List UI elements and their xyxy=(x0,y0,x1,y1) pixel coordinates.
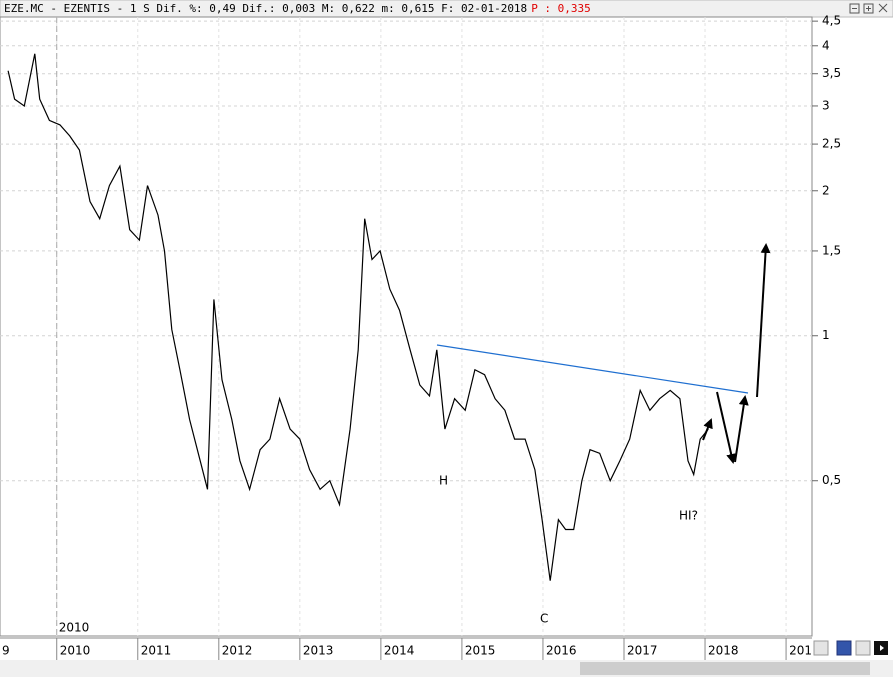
arrow xyxy=(734,395,749,463)
x-tick-label: 2010 xyxy=(60,644,91,658)
y-tick-label: 3,5 xyxy=(822,66,841,80)
x-tick-label: 2015 xyxy=(465,644,496,658)
scrollbar-thumb[interactable] xyxy=(580,662,870,675)
x-tick-label: 2014 xyxy=(384,644,415,658)
x-tick-label: 2012 xyxy=(222,644,253,658)
annotation: C xyxy=(540,612,548,626)
y-tick-label: 2,5 xyxy=(822,137,841,151)
plot-area: H C HI? 2010 xyxy=(7,53,771,635)
x-tick-label: 2018 xyxy=(708,644,739,658)
arrow xyxy=(716,391,737,464)
price-line xyxy=(7,53,709,581)
window-buttons[interactable] xyxy=(849,3,888,14)
price-label: P : 0,335 xyxy=(531,2,591,15)
chart-title: EZE.MC - EZENTIS - 1 S Dif. %: 0,49 Dif.… xyxy=(4,2,527,15)
annotation: H xyxy=(439,474,448,488)
annotation: HI? xyxy=(679,509,698,523)
x-tick-label: 9 xyxy=(2,644,10,658)
x-tick-label: 2016 xyxy=(546,644,577,658)
x-tick-label: 2017 xyxy=(627,644,658,658)
y-tick-label: 1 xyxy=(822,328,830,342)
toolbar-icons[interactable] xyxy=(813,640,888,656)
x-tick-label: 201 xyxy=(789,644,812,658)
y-tick-label: 2 xyxy=(822,183,830,197)
period-marker-label: 2010 xyxy=(59,621,90,635)
y-tick-label: 4,5 xyxy=(822,14,841,28)
y-tick-label: 4 xyxy=(822,38,830,52)
grid xyxy=(0,17,812,636)
x-tick-label: 2013 xyxy=(303,644,334,658)
x-tick-label: 2011 xyxy=(141,644,172,658)
y-tick-label: 0,5 xyxy=(822,473,841,487)
plot-border xyxy=(0,16,813,637)
x-axis: 9 2010 2011 2012 2013 2014 2015 2016 2017 2018 201 xyxy=(2,638,812,660)
trend-line xyxy=(436,344,749,394)
y-tick-label: 3 xyxy=(822,98,830,112)
y-tick-label: 1,5 xyxy=(822,243,841,257)
y-axis: 4,5 4 3,5 3 2,5 2 1,5 1 0,5 xyxy=(812,14,841,487)
arrow xyxy=(756,243,771,398)
